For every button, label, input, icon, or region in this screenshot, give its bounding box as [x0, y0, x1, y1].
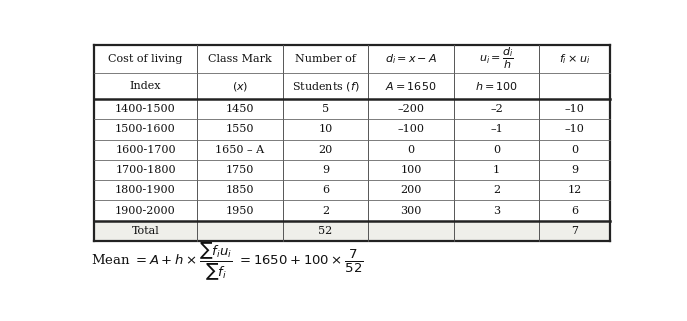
Text: 1700-1800: 1700-1800 [115, 165, 176, 175]
Text: 1600-1700: 1600-1700 [115, 145, 176, 155]
Text: 2: 2 [322, 205, 329, 215]
Text: 100: 100 [401, 165, 422, 175]
Text: 52: 52 [318, 226, 333, 236]
Text: $u_i = \dfrac{d_i}{h}$: $u_i = \dfrac{d_i}{h}$ [480, 46, 514, 72]
Text: 12: 12 [567, 185, 582, 195]
Text: 1800-1900: 1800-1900 [115, 185, 176, 195]
Text: 6: 6 [322, 185, 329, 195]
Text: 2: 2 [493, 185, 500, 195]
Text: –100: –100 [398, 125, 425, 134]
Text: $f_i \times u_i$: $f_i \times u_i$ [559, 52, 591, 66]
Text: 9: 9 [572, 165, 578, 175]
Text: 1950: 1950 [226, 205, 254, 215]
Text: 5: 5 [322, 104, 329, 114]
Text: 1400-1500: 1400-1500 [115, 104, 176, 114]
Text: Class Mark: Class Mark [208, 54, 272, 64]
Text: 0: 0 [407, 145, 415, 155]
Text: 200: 200 [401, 185, 422, 195]
Text: Number of: Number of [295, 54, 356, 64]
Text: Students $(f)$: Students $(f)$ [292, 80, 359, 92]
Text: 0: 0 [493, 145, 500, 155]
Bar [94, 221, 610, 241]
Text: 1750: 1750 [226, 165, 254, 175]
Text: –200: –200 [398, 104, 425, 114]
Text: 0: 0 [572, 145, 578, 155]
Text: 1900-2000: 1900-2000 [115, 205, 176, 215]
Text: $h = 100$: $h = 100$ [475, 80, 518, 92]
Text: 10: 10 [318, 125, 333, 134]
Text: 6: 6 [572, 205, 578, 215]
Text: 1450: 1450 [226, 104, 254, 114]
Text: –10: –10 [565, 104, 585, 114]
Text: 1: 1 [493, 165, 500, 175]
Text: $(x)$: $(x)$ [232, 80, 248, 92]
Text: Index: Index [130, 81, 161, 91]
Text: 300: 300 [401, 205, 422, 215]
Text: $d_i = x - A$: $d_i = x - A$ [385, 52, 437, 66]
Text: Mean $= A + h \times \dfrac{\sum f_i u_i}{\sum f_i}$$\ = 1650 + 100 \times \dfra: Mean $= A + h \times \dfrac{\sum f_i u_i… [91, 240, 363, 282]
Text: $A = 1650$: $A = 1650$ [385, 80, 437, 92]
Text: –1: –1 [491, 125, 503, 134]
Text: 1550: 1550 [226, 125, 254, 134]
Text: 1650 – A: 1650 – A [216, 145, 264, 155]
Text: 3: 3 [493, 205, 500, 215]
Text: 1850: 1850 [226, 185, 254, 195]
Text: Total: Total [132, 226, 159, 236]
Text: 9: 9 [322, 165, 329, 175]
Text: 7: 7 [572, 226, 578, 236]
Text: 20: 20 [318, 145, 333, 155]
Text: –2: –2 [491, 104, 503, 114]
Text: Cost of living: Cost of living [109, 54, 183, 64]
Text: –10: –10 [565, 125, 585, 134]
Text: 1500-1600: 1500-1600 [115, 125, 176, 134]
